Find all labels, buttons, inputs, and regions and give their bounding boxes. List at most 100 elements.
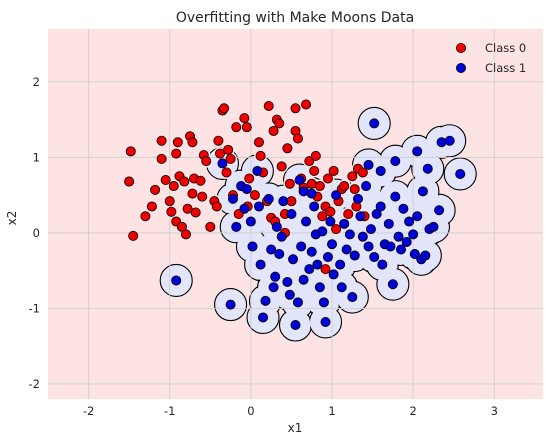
point-class-1 xyxy=(417,186,428,197)
point-class-1 xyxy=(260,295,271,306)
point-class-1 xyxy=(294,175,305,186)
point-class-1 xyxy=(341,244,352,255)
point-class-1 xyxy=(387,279,398,290)
point-class-1 xyxy=(357,231,368,242)
point-class-1 xyxy=(322,252,333,263)
point-class-1 xyxy=(296,241,307,252)
point-class-1 xyxy=(228,193,239,204)
point-class-1 xyxy=(375,201,386,212)
point-class-1 xyxy=(317,226,328,237)
point-class-0 xyxy=(301,99,312,110)
point-class-0 xyxy=(268,125,279,136)
point-class-1 xyxy=(434,205,445,216)
point-class-0 xyxy=(357,167,368,178)
point-class-1 xyxy=(325,216,336,227)
point-class-0 xyxy=(347,171,358,182)
point-class-0 xyxy=(171,148,182,159)
point-class-1 xyxy=(409,249,420,260)
point-class-0 xyxy=(187,188,198,199)
point-class-0 xyxy=(309,165,320,176)
point-class-1 xyxy=(306,246,317,257)
point-class-0 xyxy=(201,156,212,167)
plot-area xyxy=(48,29,543,399)
point-class-1 xyxy=(253,201,264,212)
point-class-1 xyxy=(347,292,358,303)
point-class-1 xyxy=(290,319,301,330)
point-class-1 xyxy=(412,146,423,157)
point-class-1 xyxy=(336,282,347,293)
point-class-1 xyxy=(271,221,282,232)
point-class-1 xyxy=(225,299,236,310)
point-class-0 xyxy=(172,137,183,148)
data-points xyxy=(124,99,466,330)
point-class-1 xyxy=(309,201,320,212)
point-class-1 xyxy=(395,244,406,255)
point-class-1 xyxy=(377,259,388,270)
point-class-1 xyxy=(327,239,338,250)
point-class-1 xyxy=(241,184,252,195)
y-tick-label: -2 xyxy=(29,377,40,391)
point-class-1 xyxy=(292,297,303,308)
point-class-1 xyxy=(284,289,295,300)
point-class-1 xyxy=(245,216,256,227)
y-tick-label: 0 xyxy=(33,226,40,240)
point-class-0 xyxy=(244,173,255,184)
point-class-1 xyxy=(355,211,366,222)
point-class-0 xyxy=(239,113,250,124)
point-class-1 xyxy=(331,190,342,201)
x-tick-label: -2 xyxy=(83,404,94,418)
point-class-1 xyxy=(398,203,409,214)
chart-title: Overfitting with Make Moons Data xyxy=(176,10,414,26)
point-class-1 xyxy=(304,264,315,275)
x-tick-label: 3 xyxy=(491,404,498,418)
point-class-1 xyxy=(274,249,285,260)
point-class-1 xyxy=(390,191,401,202)
point-class-0 xyxy=(349,184,360,195)
point-class-1 xyxy=(258,312,269,323)
point-class-0 xyxy=(215,148,226,159)
point-class-1 xyxy=(385,241,396,252)
point-class-0 xyxy=(314,181,325,192)
point-class-0 xyxy=(187,137,198,148)
point-class-0 xyxy=(284,178,295,189)
point-class-1 xyxy=(320,316,331,327)
legend: Class 0 Class 1 xyxy=(455,41,526,75)
point-class-1 xyxy=(335,259,346,270)
point-class-0 xyxy=(180,229,191,240)
point-class-1 xyxy=(363,159,374,170)
point-class-1 xyxy=(383,218,394,229)
point-class-0 xyxy=(190,207,201,218)
point-class-1 xyxy=(328,269,339,280)
point-class-0 xyxy=(195,175,206,186)
point-class-1 xyxy=(276,231,287,242)
point-class-1 xyxy=(412,211,423,222)
x-axis-label: x1 xyxy=(288,421,303,435)
point-class-1 xyxy=(371,208,382,219)
point-class-0 xyxy=(320,264,331,275)
legend-marker-class-1 xyxy=(455,63,466,74)
point-class-0 xyxy=(168,181,179,192)
y-tick-label: 2 xyxy=(33,75,40,89)
point-class-1 xyxy=(306,188,317,199)
point-class-1 xyxy=(231,221,242,232)
point-class-0 xyxy=(255,150,266,161)
point-class-1 xyxy=(266,244,277,255)
point-class-0 xyxy=(253,137,264,148)
x-tick-label: 2 xyxy=(409,404,416,418)
point-class-0 xyxy=(160,175,171,186)
point-class-1 xyxy=(422,163,433,174)
point-class-1 xyxy=(217,158,228,169)
point-class-0 xyxy=(225,153,236,164)
point-class-0 xyxy=(166,206,177,217)
point-class-1 xyxy=(404,216,415,227)
y-axis-label: x2 xyxy=(5,211,19,226)
point-class-0 xyxy=(276,161,287,172)
point-class-1 xyxy=(255,259,266,270)
point-class-0 xyxy=(182,203,193,214)
point-class-0 xyxy=(274,118,285,129)
point-class-0 xyxy=(310,150,321,161)
point-class-0 xyxy=(176,221,187,232)
legend-marker-class-0 xyxy=(455,43,466,54)
point-class-0 xyxy=(223,144,234,155)
